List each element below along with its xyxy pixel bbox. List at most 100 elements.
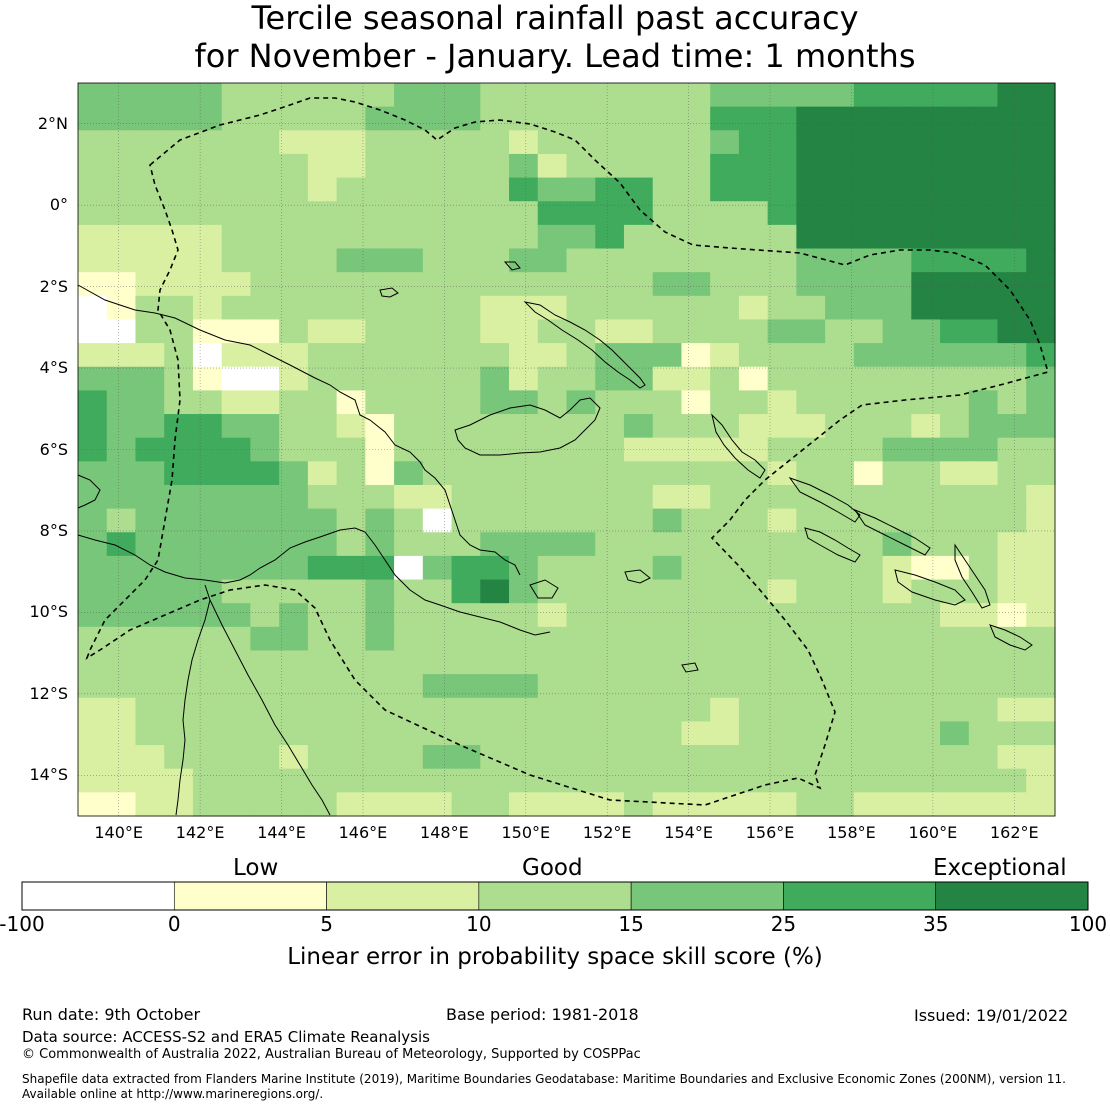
grid-cell [1026,390,1056,415]
lat-label: 12°S [29,683,68,703]
grid-cell [221,555,252,581]
grid-cell [509,106,539,131]
grid-cell [853,603,884,628]
grid-cell [336,603,366,628]
grid-cell [192,153,223,179]
grid-cell [394,650,424,675]
grid-cell [825,484,855,510]
grid-cell [566,83,596,108]
grid-cell [106,83,137,108]
grid-cell [767,272,797,297]
grid-cell [307,579,338,604]
grid-cell [681,437,711,462]
grid-cell [422,745,453,770]
grid-cell [997,555,1027,581]
grid-cell [652,792,683,817]
lon-label: 158°E [827,823,876,842]
grid-cell [422,697,453,723]
colorbar-tick-label: 35 [922,912,949,936]
grid-cell [623,224,654,250]
grid-cell [825,248,855,273]
grid-cell [279,603,309,628]
grid-cell [652,697,683,723]
grid-cell [221,745,252,770]
grid-cell [595,106,625,131]
grid-cell [78,484,108,510]
grid-cell [336,626,366,652]
coastline-cape-york [175,584,211,816]
grid-cell [595,745,625,770]
grid-cell [106,579,137,604]
grid-cell [968,295,999,321]
lon-label: 162°E [989,823,1039,842]
grid-cell [78,721,108,746]
grid-cell [911,414,941,439]
grid-cell [882,224,912,250]
grid-cell [135,130,165,155]
grid-cell [796,153,826,179]
grid-cell [1026,792,1056,817]
grid-cell [106,508,137,533]
grid-cell [710,721,740,746]
grid-cell [451,343,481,368]
grid-cell [509,626,539,652]
grid-cell [451,603,481,628]
grid-cell [825,579,855,604]
grid-cell [738,508,769,533]
grid-cell [767,106,797,131]
grid-cell [78,792,108,817]
category-exceptional: Exceptional [933,855,1067,881]
grid-cell [451,532,481,557]
grid-cell [509,295,539,321]
grid-cell [767,697,797,723]
grid-cell [192,792,223,817]
colorbar-segment [173,881,327,911]
grid-cell [221,626,252,652]
grid-cell [480,484,510,510]
grid-cell [537,626,568,652]
grid-cell [451,745,481,770]
grid-cell [164,461,194,486]
grid-cell [78,414,108,439]
grid-cell [652,650,683,675]
grid-cell [164,484,194,510]
grid-cell [796,697,826,723]
grid-cell [480,177,510,202]
grid-cell [767,721,797,746]
grid-cell [825,224,855,250]
grid-cell [968,650,999,675]
grid-cell [853,366,884,391]
grid-cell [164,106,194,131]
grid-cell [336,366,366,391]
grid-cell [825,745,855,770]
grid-cell [940,768,970,793]
grid-cell [394,272,424,297]
grid-cell [911,390,941,415]
grid-cell [911,177,941,202]
map-gridlines [78,83,1055,816]
grid-cell [566,224,596,250]
grid-cell [710,319,740,344]
grid-cell [192,130,223,155]
grid-cell [106,414,137,439]
grid-cell [1026,224,1056,250]
grid-cell [968,177,999,202]
grid-cell [767,484,797,510]
grid-cell [422,579,453,604]
coastline-new-georgia [804,527,861,563]
grid-cell [652,248,683,273]
grid-cell [135,484,165,510]
grid-cell [738,366,769,391]
grid-cell [509,224,539,250]
grid-cell [595,603,625,628]
grid-cell [279,768,309,793]
grid-cell [911,603,941,628]
grid-cell [451,650,481,675]
grid-cell [738,295,769,321]
grid-cell [480,390,510,415]
grid-cell [968,484,999,510]
coastline-santa-isabel [853,508,931,556]
grid-cell [767,745,797,770]
grid-cell [509,177,539,202]
grid-cell [882,674,912,699]
